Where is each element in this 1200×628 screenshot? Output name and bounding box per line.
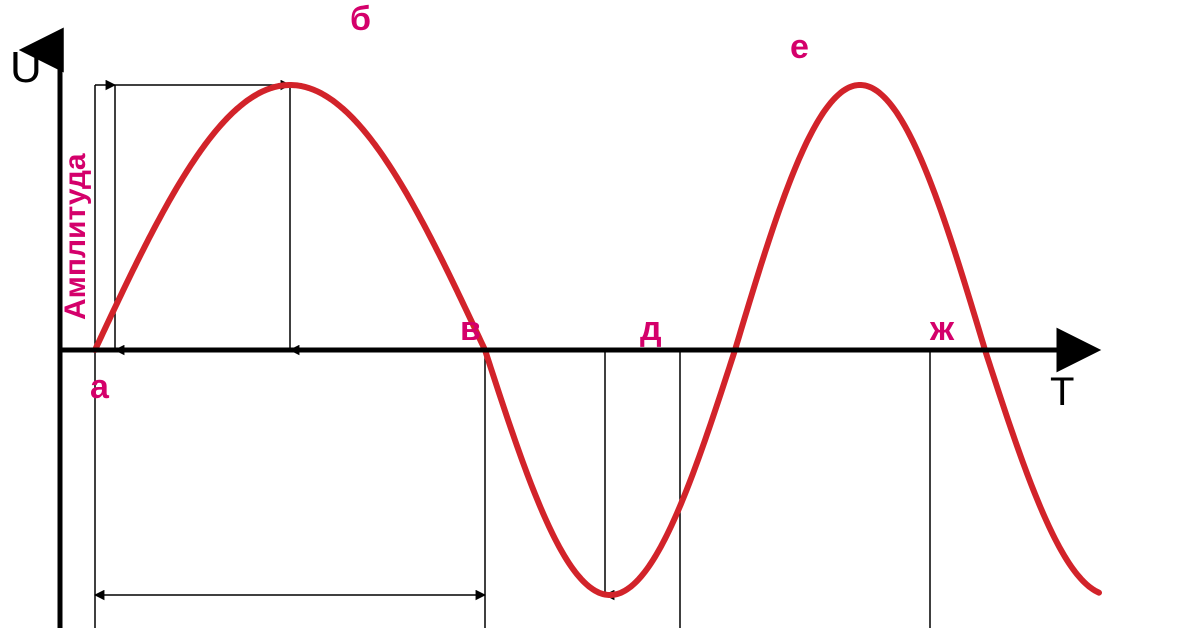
- point-label-a: а: [90, 368, 110, 406]
- point-label-d: д: [640, 310, 662, 348]
- point-label-b: б: [350, 0, 371, 38]
- point-labels: а б в д е ж: [90, 0, 955, 406]
- point-label-v: в: [460, 310, 481, 348]
- y-axis-label: U: [10, 43, 42, 92]
- point-label-zh: ж: [929, 310, 955, 348]
- amplitude-label: Амплитуда: [59, 153, 92, 320]
- guide-lines: [95, 85, 930, 628]
- x-axis-label: T: [1050, 370, 1074, 414]
- point-label-e: е: [790, 28, 809, 66]
